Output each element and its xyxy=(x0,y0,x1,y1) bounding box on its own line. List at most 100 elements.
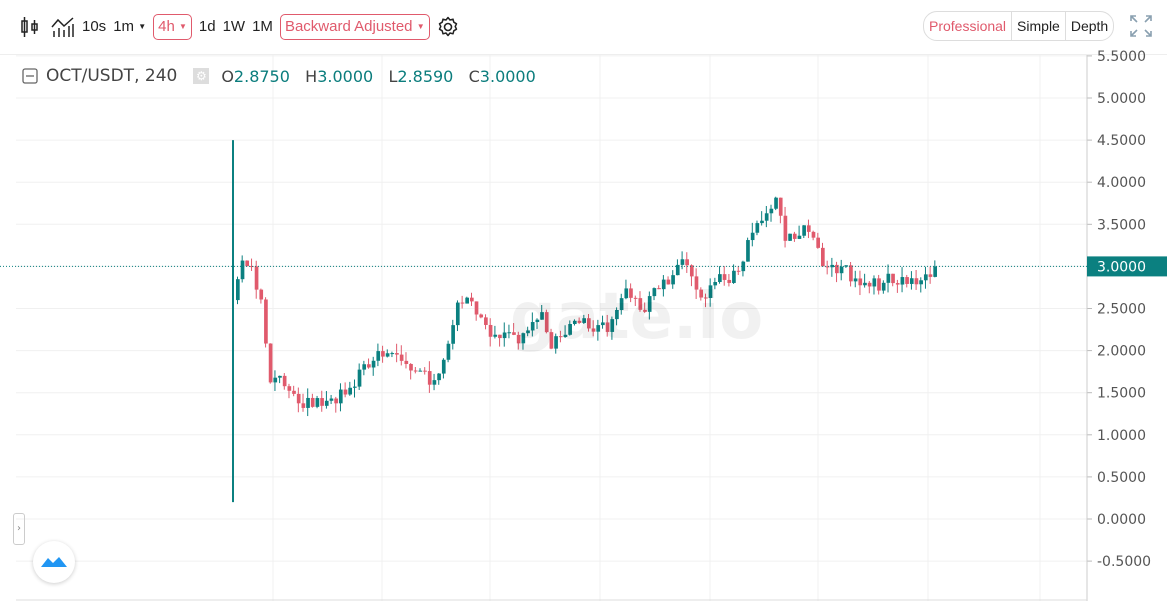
candle-body xyxy=(334,398,338,404)
price-axis-label: 4.0000 xyxy=(1097,175,1146,191)
price-axis-label: 2.0000 xyxy=(1097,344,1146,360)
candle-body xyxy=(376,351,381,361)
candle-body xyxy=(886,273,891,283)
candle-body xyxy=(750,232,755,241)
candle-body xyxy=(872,278,877,287)
candle-body xyxy=(530,322,535,331)
candle-body xyxy=(413,370,418,372)
candle-body xyxy=(418,370,423,372)
candle-body xyxy=(287,386,292,391)
candle-body xyxy=(367,364,371,368)
candle-body xyxy=(474,301,479,315)
candle-body xyxy=(310,397,315,407)
candle-body xyxy=(746,240,750,262)
candle-body xyxy=(909,278,914,284)
interval-1m[interactable]: 1m ▼ xyxy=(113,17,146,37)
candle-body xyxy=(268,343,273,383)
price-axis-label: 0.0000 xyxy=(1097,512,1146,528)
candle-body xyxy=(825,266,830,268)
candle-body xyxy=(348,387,352,395)
candle-body xyxy=(371,360,376,368)
price-axis-label: -0.5000 xyxy=(1097,554,1151,570)
view-simple[interactable]: Simple xyxy=(1012,12,1066,40)
candle-body xyxy=(643,309,647,312)
candle-body xyxy=(619,298,624,310)
interval-1M[interactable]: 1M xyxy=(252,18,273,35)
price-axis-label: 3.5000 xyxy=(1097,217,1146,233)
candle-body xyxy=(905,277,909,284)
candle-body xyxy=(437,373,441,381)
candle-body xyxy=(488,324,493,337)
toolbar: 10s 1m ▼ 4h ▼ 1d 1W 1M Backward Adjusted… xyxy=(0,0,1167,55)
fullscreen-icon[interactable] xyxy=(1129,14,1153,38)
candle-body xyxy=(484,317,488,325)
candle-body xyxy=(502,332,507,339)
collapse-legend-icon[interactable] xyxy=(22,68,38,84)
watermark: gate.io xyxy=(510,280,764,354)
interval-4h[interactable]: 4h ▼ xyxy=(153,13,192,41)
candle-body xyxy=(647,296,652,312)
candle-body xyxy=(736,270,741,272)
view-depth[interactable]: Depth xyxy=(1070,18,1109,34)
candle-body xyxy=(306,397,310,408)
candle-body xyxy=(329,398,334,401)
interval-1w[interactable]: 1W xyxy=(222,18,246,35)
candle-body xyxy=(577,320,582,323)
last-price-label: 3.0000 xyxy=(1097,259,1146,275)
candle-body xyxy=(362,364,367,370)
settings-gear-icon[interactable] xyxy=(437,16,459,38)
candle-body xyxy=(549,332,554,349)
candle-body xyxy=(390,353,395,355)
candle-body xyxy=(338,389,343,404)
candle-body xyxy=(657,288,661,290)
interval-10s[interactable]: 10s xyxy=(82,18,107,35)
candle-body xyxy=(404,360,409,364)
candle-body xyxy=(900,277,905,285)
candle-body xyxy=(460,302,465,304)
indicators-icon[interactable] xyxy=(51,16,75,38)
candle-body xyxy=(928,274,933,277)
candle-body xyxy=(381,351,385,357)
candle-body xyxy=(568,324,572,335)
candle-body xyxy=(624,288,629,299)
view-professional[interactable]: Professional xyxy=(924,12,1013,40)
interval-1d[interactable]: 1d xyxy=(198,18,216,35)
adjustment-label: Backward Adjusted xyxy=(284,17,413,35)
candle-body xyxy=(395,353,399,355)
candle-body xyxy=(446,343,451,360)
candle-body xyxy=(301,403,306,408)
candle-body xyxy=(891,273,895,284)
series-settings-icon[interactable]: ⚙ xyxy=(193,68,210,84)
candle-body xyxy=(671,275,675,285)
candle-body xyxy=(479,314,484,318)
candle-body xyxy=(385,353,390,357)
price-axis-label: 4.5000 xyxy=(1097,133,1146,149)
candle-body xyxy=(409,363,413,371)
candle-body xyxy=(783,215,788,241)
candle-body xyxy=(441,359,446,374)
candle-body xyxy=(535,319,540,323)
candle-body xyxy=(601,322,605,326)
tradingview-logo[interactable] xyxy=(33,541,75,583)
candle-body xyxy=(919,280,923,285)
open-value: 2.8750 xyxy=(233,66,290,86)
candle-body xyxy=(605,322,610,332)
candle-body xyxy=(895,283,900,285)
candle-body xyxy=(797,235,802,239)
sidebar-expand-tab[interactable]: › xyxy=(13,513,25,545)
candle-body xyxy=(292,390,296,394)
low-label: L xyxy=(388,66,398,86)
candle-body xyxy=(881,282,886,291)
candle-body xyxy=(849,265,853,282)
candle-body xyxy=(933,266,937,277)
interval-4h-label: 4h xyxy=(158,17,175,35)
candlestick-chart-type-icon[interactable] xyxy=(20,16,40,38)
candle-body xyxy=(343,389,348,395)
last-price-badge xyxy=(1087,256,1167,277)
adjustment-dropdown[interactable]: Backward Adjusted ▼ xyxy=(279,13,430,41)
candle-body xyxy=(451,325,455,344)
candle-body xyxy=(661,279,666,290)
candle-body xyxy=(741,261,746,272)
candle-body xyxy=(357,369,362,387)
